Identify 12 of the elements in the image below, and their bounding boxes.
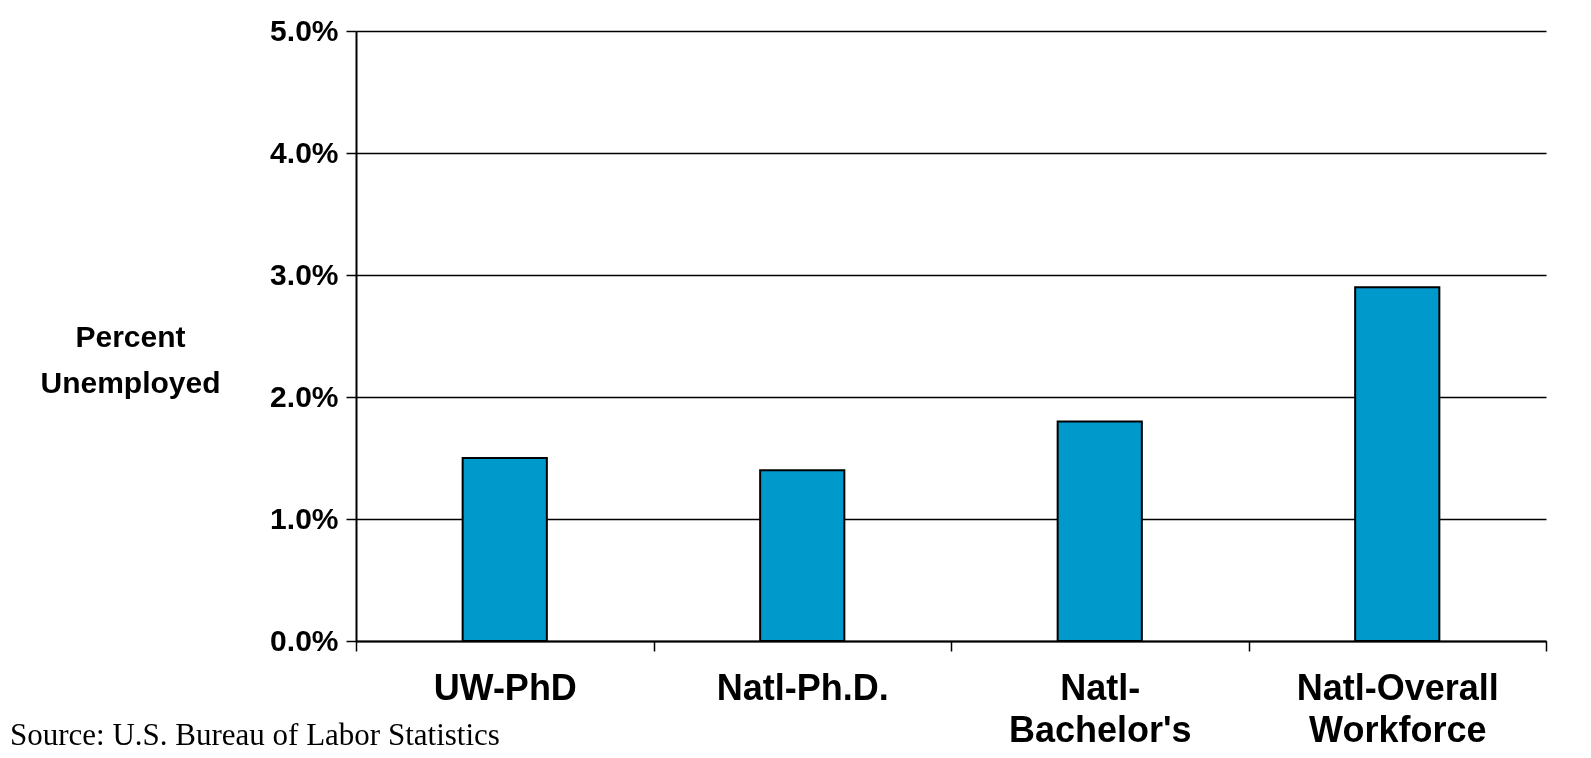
source-note: Source: U.S. Bureau of Labor Statistics (10, 717, 500, 752)
y-tick-label: 5.0% (270, 13, 339, 47)
y-tick-label: 2.0% (270, 379, 339, 413)
y-tick-label: 0.0% (270, 623, 339, 657)
y-tick-label: 1.0% (270, 501, 339, 535)
y-tick-label: 3.0% (270, 257, 339, 291)
x-tick-label: UW-PhD (433, 666, 577, 708)
y-tick-label: 4.0% (270, 135, 339, 169)
x-tick-label: Natl-Overall Workforce (1296, 666, 1499, 750)
y-axis-title: Percent Unemployed (40, 319, 221, 399)
x-tick-label: Natl-Ph.D. (716, 666, 889, 708)
x-tick-label: Natl-Bachelor's (1008, 666, 1192, 750)
